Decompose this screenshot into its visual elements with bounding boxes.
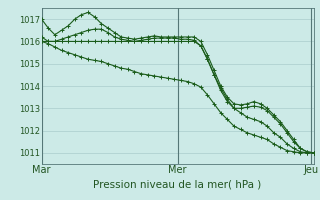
X-axis label: Pression niveau de la mer( hPa ): Pression niveau de la mer( hPa ) (93, 180, 262, 190)
